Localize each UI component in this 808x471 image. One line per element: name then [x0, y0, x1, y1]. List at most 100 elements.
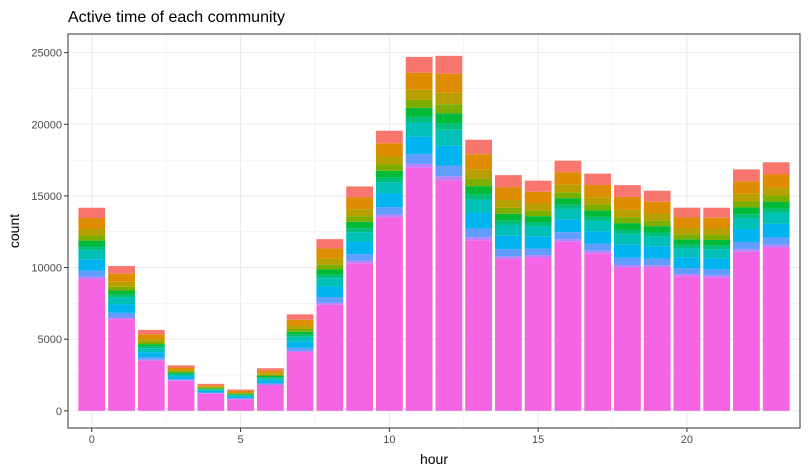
bar-segment: [614, 257, 641, 265]
bar-segment: [614, 196, 641, 210]
bar-segment: [614, 267, 641, 411]
bar-segment: [673, 257, 701, 269]
bar-segment: [673, 234, 701, 240]
bar-segment: [405, 136, 433, 155]
chart-title: Active time of each community: [68, 9, 285, 26]
bar-segment: [286, 352, 314, 411]
bar-segment: [703, 249, 731, 259]
bar-segment: [256, 375, 284, 378]
bar-segment: [614, 209, 641, 218]
bar-segment: [614, 229, 641, 235]
bar-segment: [197, 389, 225, 391]
bar-segment: [227, 395, 254, 397]
bar-segment: [286, 325, 314, 330]
bar-segment: [584, 197, 612, 205]
bar-segment: [524, 191, 552, 204]
bar-segment: [584, 173, 612, 186]
bar-segment: [465, 139, 493, 155]
bar-segment: [435, 180, 463, 411]
bar-segment: [554, 232, 582, 240]
bar-segment: [227, 392, 254, 394]
bar-segment: [227, 398, 254, 400]
bar-hour-21: [703, 207, 731, 411]
bar-segment: [673, 276, 701, 411]
bar-segment: [167, 369, 195, 372]
bar-segment: [405, 56, 433, 73]
bar-segment: [762, 208, 790, 213]
bar-segment: [495, 207, 522, 214]
bar-segment: [78, 276, 106, 279]
bar-segment: [643, 258, 671, 266]
bar-segment: [524, 216, 552, 223]
bar-segment: [435, 145, 463, 166]
bar-segment: [316, 297, 344, 303]
bar-segment: [465, 154, 493, 170]
bar-segment: [316, 304, 344, 411]
bar-segment: [405, 154, 433, 164]
x-tick-label: 5: [238, 434, 244, 446]
bar-segment: [286, 329, 314, 332]
bar-segment: [733, 251, 760, 411]
bar-hour-9: [346, 186, 373, 411]
bar-hour-0: [78, 207, 106, 411]
bar-segment: [167, 371, 195, 373]
bar-segment: [584, 210, 612, 217]
bar-segment: [316, 286, 344, 298]
bar-segment: [405, 163, 433, 168]
bar-segment: [227, 390, 254, 393]
bar-segment: [435, 113, 463, 124]
bar-segment: [733, 218, 760, 229]
bar-hour-11: [405, 56, 433, 411]
bar-segment: [108, 294, 135, 298]
bar-hour-7: [286, 314, 314, 411]
bar-segment: [346, 221, 373, 229]
bar-segment: [227, 389, 254, 391]
bar-segment: [703, 217, 731, 229]
bar-segment: [346, 228, 373, 233]
bar-segment: [703, 275, 731, 278]
bar-segment: [346, 186, 373, 198]
bar-segment: [346, 216, 373, 222]
bar-segment: [375, 177, 403, 183]
bar-segment: [435, 176, 463, 181]
bar-segment: [762, 223, 790, 238]
bar-segment: [78, 240, 106, 247]
bar-segment: [316, 248, 344, 259]
bar-segment: [495, 235, 522, 250]
bar-segment: [614, 264, 641, 268]
bar-segment: [405, 116, 433, 123]
bar-segment: [375, 182, 403, 194]
bar-segment: [316, 274, 344, 279]
bar-segment: [78, 270, 106, 277]
bar-segment: [524, 180, 552, 192]
bar-segment: [554, 208, 582, 220]
bar-segment: [673, 274, 701, 277]
bar-segment: [703, 245, 731, 250]
bar-segment: [614, 185, 641, 197]
bar-segment: [256, 373, 284, 375]
bar-segment: [316, 239, 344, 249]
bar-segment: [524, 222, 552, 227]
bar-segment: [167, 365, 195, 368]
bar-segment: [435, 55, 463, 74]
bar-hour-5: [227, 389, 254, 411]
bar-segment: [673, 268, 701, 275]
bar-segment: [286, 350, 314, 353]
bar-segment: [167, 380, 195, 411]
bar-segment: [256, 385, 284, 411]
bar-segment: [673, 207, 701, 218]
bar-segment: [316, 278, 344, 287]
bar-segment: [762, 237, 790, 245]
bar-segment: [584, 250, 612, 254]
bar-segment: [643, 265, 671, 268]
bar-segment: [495, 175, 522, 188]
bar-segment: [673, 239, 701, 245]
bar-segment: [108, 312, 135, 318]
bar-segment: [584, 220, 612, 232]
bar-segment: [78, 250, 106, 260]
bar-segment: [316, 302, 344, 305]
bar-segment: [762, 195, 790, 202]
bar-segment: [703, 269, 731, 276]
bar-segment: [78, 235, 106, 241]
bar-segment: [375, 164, 403, 171]
